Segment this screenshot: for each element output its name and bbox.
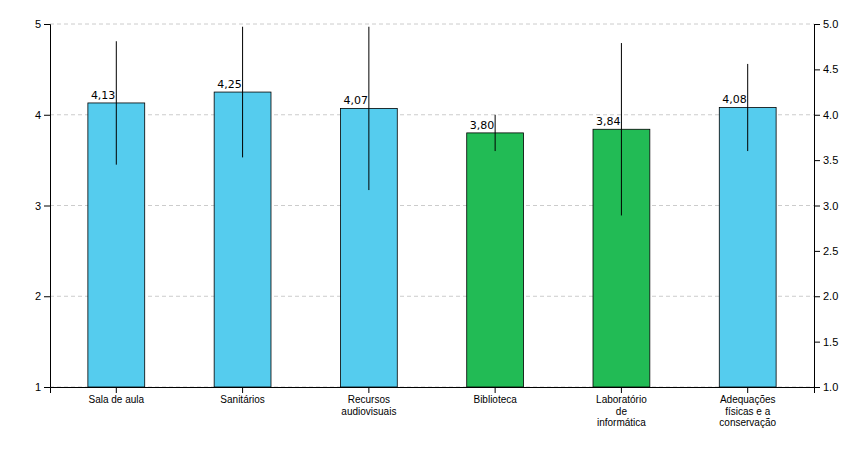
tick-label: 1.5 bbox=[823, 336, 838, 348]
tick: 3.5 bbox=[814, 154, 838, 166]
data-label: 3,80 bbox=[470, 119, 495, 132]
axis-domain bbox=[815, 25, 821, 388]
tick-label: 1.0 bbox=[823, 381, 838, 393]
tick-label: 2.5 bbox=[823, 245, 838, 257]
tick-label: Adequaçõesfísicas e aconservação bbox=[719, 394, 776, 428]
tick-label: Sanitários bbox=[220, 394, 264, 405]
tick: 1.0 bbox=[814, 381, 838, 393]
tick: Recursosaudiovisuais bbox=[341, 387, 396, 417]
tick-mark bbox=[814, 115, 820, 116]
tick-mark bbox=[368, 387, 369, 393]
tick-mark bbox=[814, 24, 820, 25]
tick-mark bbox=[44, 115, 50, 116]
tick-mark bbox=[814, 251, 820, 252]
tick-label: 2 bbox=[35, 290, 41, 302]
tick-label: 3.5 bbox=[823, 154, 838, 166]
tick: 3.0 bbox=[814, 200, 838, 212]
tick-mark bbox=[44, 296, 50, 297]
tick-label: 5.0 bbox=[823, 18, 838, 30]
data-label: 4,13 bbox=[91, 89, 116, 102]
tick-label: 3.0 bbox=[823, 200, 838, 212]
tick-label: 4.5 bbox=[823, 63, 838, 75]
tick-mark bbox=[814, 206, 820, 207]
tick: 4.0 bbox=[814, 109, 838, 121]
tick-label: 4 bbox=[35, 109, 41, 121]
axis-domain bbox=[44, 25, 51, 388]
tick: 5 bbox=[35, 18, 50, 30]
tick-mark bbox=[116, 387, 117, 393]
grid-line bbox=[50, 24, 814, 25]
y-axis: 1 2 3 4 5 bbox=[35, 18, 51, 393]
tick-label: 2.0 bbox=[823, 290, 838, 302]
tick-mark bbox=[747, 387, 748, 393]
tick-label: Biblioteca bbox=[473, 394, 517, 405]
tick-mark bbox=[621, 387, 622, 393]
tick: Adequaçõesfísicas e aconservação bbox=[719, 387, 776, 428]
bar bbox=[467, 133, 524, 387]
tick-mark bbox=[495, 387, 496, 393]
x-axis: Sala de aula Sanitários Recursosaudiovisua… bbox=[51, 387, 815, 428]
tick-label: Laboratóriodeinformática bbox=[596, 394, 647, 428]
data-labels: 4,13 4,25 4,07 3,80 3,84 4,08 bbox=[91, 78, 747, 132]
data-label: 4,25 bbox=[217, 78, 242, 91]
tick: Sala de aula bbox=[88, 387, 144, 405]
tick: 1 bbox=[35, 381, 50, 393]
error-bar bbox=[495, 115, 496, 151]
tick: Biblioteca bbox=[473, 387, 517, 405]
grid-line bbox=[50, 205, 814, 206]
tick: 1.5 bbox=[814, 336, 838, 348]
data-label: 4,07 bbox=[343, 94, 368, 107]
error-bar bbox=[368, 27, 369, 190]
grid-line bbox=[50, 114, 814, 115]
tick-mark bbox=[814, 342, 820, 343]
tick-label: Recursosaudiovisuais bbox=[341, 394, 396, 417]
tick-label: 3 bbox=[35, 200, 41, 212]
y2-axis: 1.0 1.5 2.0 2.5 3.0 3.5 4.0 4.5 5.0 bbox=[814, 18, 838, 393]
tick: 2 bbox=[35, 290, 50, 302]
tick: 4.5 bbox=[814, 63, 838, 75]
tick-mark bbox=[44, 24, 50, 25]
tick-mark bbox=[242, 387, 243, 393]
tick: Laboratóriodeinformática bbox=[596, 387, 647, 428]
marks bbox=[88, 27, 776, 387]
chart: 4,13 4,25 4,07 3,80 3,84 4,08 Sala de aula Sani… bbox=[0, 0, 864, 461]
grid-line bbox=[50, 296, 814, 297]
data-label: 3,84 bbox=[596, 115, 621, 128]
tick: 3 bbox=[35, 200, 50, 212]
tick-label: 4.0 bbox=[823, 109, 838, 121]
tick: Sanitários bbox=[220, 387, 264, 405]
tick-label: 5 bbox=[35, 18, 41, 30]
tick: 2.0 bbox=[814, 290, 838, 302]
tick-mark bbox=[44, 206, 50, 207]
tick-mark bbox=[44, 387, 50, 388]
tick-mark bbox=[814, 387, 820, 388]
tick-mark bbox=[814, 296, 820, 297]
tick-mark bbox=[814, 160, 820, 161]
tick: 2.5 bbox=[814, 245, 838, 257]
tick-label: 1 bbox=[35, 381, 41, 393]
error-bar bbox=[747, 64, 748, 151]
tick: 5.0 bbox=[814, 18, 838, 30]
tick: 4 bbox=[35, 109, 50, 121]
tick-mark bbox=[814, 69, 820, 70]
error-bar bbox=[242, 27, 243, 158]
grid bbox=[50, 24, 814, 387]
tick-label: Sala de aula bbox=[88, 394, 144, 405]
plot: 4,13 4,25 4,07 3,80 3,84 4,08 Sala de aula Sani… bbox=[35, 18, 838, 428]
data-label: 4,08 bbox=[722, 93, 747, 106]
axis-domain bbox=[51, 388, 815, 394]
error-bar bbox=[621, 43, 622, 215]
error-bar bbox=[116, 41, 117, 164]
